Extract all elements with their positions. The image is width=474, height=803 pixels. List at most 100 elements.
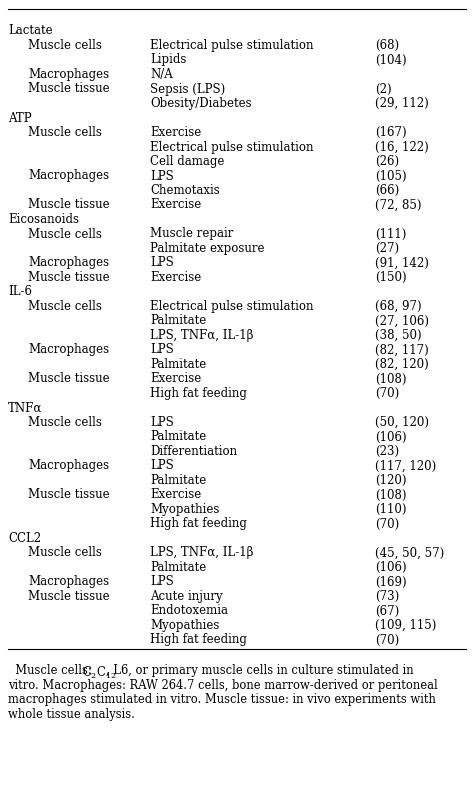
Text: LPS: LPS [150, 343, 174, 356]
Text: (2): (2) [375, 83, 392, 96]
Text: Macrophages: Macrophages [28, 343, 109, 356]
Text: (110): (110) [375, 503, 407, 516]
Text: (169): (169) [375, 575, 407, 588]
Text: (105): (105) [375, 169, 407, 182]
Text: Macrophages: Macrophages [28, 68, 109, 81]
Text: (23): (23) [375, 444, 399, 458]
Text: (150): (150) [375, 271, 407, 283]
Text: LPS, TNFα, IL-1β: LPS, TNFα, IL-1β [150, 546, 254, 559]
Text: LPS: LPS [150, 415, 174, 429]
Text: Electrical pulse stimulation: Electrical pulse stimulation [150, 300, 313, 312]
Text: High fat feeding: High fat feeding [150, 386, 247, 400]
Text: (29, 112): (29, 112) [375, 97, 429, 110]
Text: Muscle tissue: Muscle tissue [28, 198, 109, 211]
Text: Lactate: Lactate [8, 24, 53, 38]
Text: Muscle tissue: Muscle tissue [28, 372, 109, 385]
Text: Muscle cells: Muscle cells [28, 546, 102, 559]
Text: Palmitate: Palmitate [150, 560, 206, 573]
Text: High fat feeding: High fat feeding [150, 633, 247, 646]
Text: (16, 122): (16, 122) [375, 141, 429, 153]
Text: Palmitate exposure: Palmitate exposure [150, 242, 264, 255]
Text: N/A: N/A [150, 68, 173, 81]
Text: Lipids: Lipids [150, 54, 186, 67]
Text: Muscle repair: Muscle repair [150, 227, 233, 240]
Text: (45, 50, 57): (45, 50, 57) [375, 546, 444, 559]
Text: Electrical pulse stimulation: Electrical pulse stimulation [150, 141, 313, 153]
Text: LPS: LPS [150, 256, 174, 269]
Text: (70): (70) [375, 517, 399, 530]
Text: (38, 50): (38, 50) [375, 328, 422, 341]
Text: (70): (70) [375, 386, 399, 400]
Text: Endotoxemia: Endotoxemia [150, 604, 228, 617]
Text: Palmitate: Palmitate [150, 314, 206, 327]
Text: (82, 120): (82, 120) [375, 357, 429, 370]
Text: (68): (68) [375, 39, 399, 52]
Text: IL-6: IL-6 [8, 285, 32, 298]
Text: Acute injury: Acute injury [150, 589, 223, 602]
Text: Muscle tissue: Muscle tissue [28, 271, 109, 283]
Text: (111): (111) [375, 227, 406, 240]
Text: Chemotaxis: Chemotaxis [150, 184, 220, 197]
Text: Macrophages: Macrophages [28, 575, 109, 588]
Text: , L6, or primary muscle cells in culture stimulated in: , L6, or primary muscle cells in culture… [106, 663, 413, 677]
Text: (108): (108) [375, 372, 407, 385]
Text: Palmitate: Palmitate [150, 357, 206, 370]
Text: Muscle cells: Muscle cells [28, 227, 102, 240]
Text: (70): (70) [375, 633, 399, 646]
Text: Eicosanoids: Eicosanoids [8, 213, 79, 226]
Text: Muscle tissue: Muscle tissue [28, 488, 109, 501]
Text: Obesity/Diabetes: Obesity/Diabetes [150, 97, 252, 110]
Text: Muscle cells: Muscle cells [28, 415, 102, 429]
Text: vitro. Macrophages: RAW 264.7 cells, bone marrow-derived or peritoneal: vitro. Macrophages: RAW 264.7 cells, bon… [8, 679, 438, 691]
Text: Exercise: Exercise [150, 271, 201, 283]
Text: High fat feeding: High fat feeding [150, 517, 247, 530]
Text: (109, 115): (109, 115) [375, 618, 437, 631]
Text: $\mathregular{C_2C_{12}}$: $\mathregular{C_2C_{12}}$ [82, 663, 117, 680]
Text: (72, 85): (72, 85) [375, 198, 421, 211]
Text: (26): (26) [375, 155, 399, 168]
Text: LPS: LPS [150, 459, 174, 472]
Text: Muscle cells:: Muscle cells: [8, 663, 95, 677]
Text: (167): (167) [375, 126, 407, 139]
Text: (27, 106): (27, 106) [375, 314, 429, 327]
Text: Exercise: Exercise [150, 488, 201, 501]
Text: (50, 120): (50, 120) [375, 415, 429, 429]
Text: Palmitate: Palmitate [150, 430, 206, 443]
Text: Cell damage: Cell damage [150, 155, 224, 168]
Text: LPS, TNFα, IL-1β: LPS, TNFα, IL-1β [150, 328, 254, 341]
Text: (68, 97): (68, 97) [375, 300, 422, 312]
Text: Muscle tissue: Muscle tissue [28, 589, 109, 602]
Text: (106): (106) [375, 430, 407, 443]
Text: Macrophages: Macrophages [28, 256, 109, 269]
Text: Muscle cells: Muscle cells [28, 300, 102, 312]
Text: Macrophages: Macrophages [28, 459, 109, 472]
Text: LPS: LPS [150, 575, 174, 588]
Text: (66): (66) [375, 184, 399, 197]
Text: Differentiation: Differentiation [150, 444, 237, 458]
Text: Muscle cells: Muscle cells [28, 39, 102, 52]
Text: Muscle cells: Muscle cells [28, 126, 102, 139]
Text: Exercise: Exercise [150, 126, 201, 139]
Text: Palmitate: Palmitate [150, 474, 206, 487]
Text: (67): (67) [375, 604, 399, 617]
Text: Sepsis (LPS): Sepsis (LPS) [150, 83, 225, 96]
Text: (120): (120) [375, 474, 407, 487]
Text: Exercise: Exercise [150, 372, 201, 385]
Text: (104): (104) [375, 54, 407, 67]
Text: Exercise: Exercise [150, 198, 201, 211]
Text: (106): (106) [375, 560, 407, 573]
Text: Macrophages: Macrophages [28, 169, 109, 182]
Text: (108): (108) [375, 488, 407, 501]
Text: Myopathies: Myopathies [150, 503, 219, 516]
Text: (73): (73) [375, 589, 399, 602]
Text: Myopathies: Myopathies [150, 618, 219, 631]
Text: (117, 120): (117, 120) [375, 459, 436, 472]
Text: ATP: ATP [8, 112, 32, 124]
Text: macrophages stimulated in vitro. Muscle tissue: in vivo experiments with: macrophages stimulated in vitro. Muscle … [8, 693, 436, 706]
Text: TNFα: TNFα [8, 401, 42, 414]
Text: Muscle tissue: Muscle tissue [28, 83, 109, 96]
Text: (82, 117): (82, 117) [375, 343, 429, 356]
Text: Electrical pulse stimulation: Electrical pulse stimulation [150, 39, 313, 52]
Text: whole tissue analysis.: whole tissue analysis. [8, 707, 135, 720]
Text: CCL2: CCL2 [8, 532, 41, 544]
